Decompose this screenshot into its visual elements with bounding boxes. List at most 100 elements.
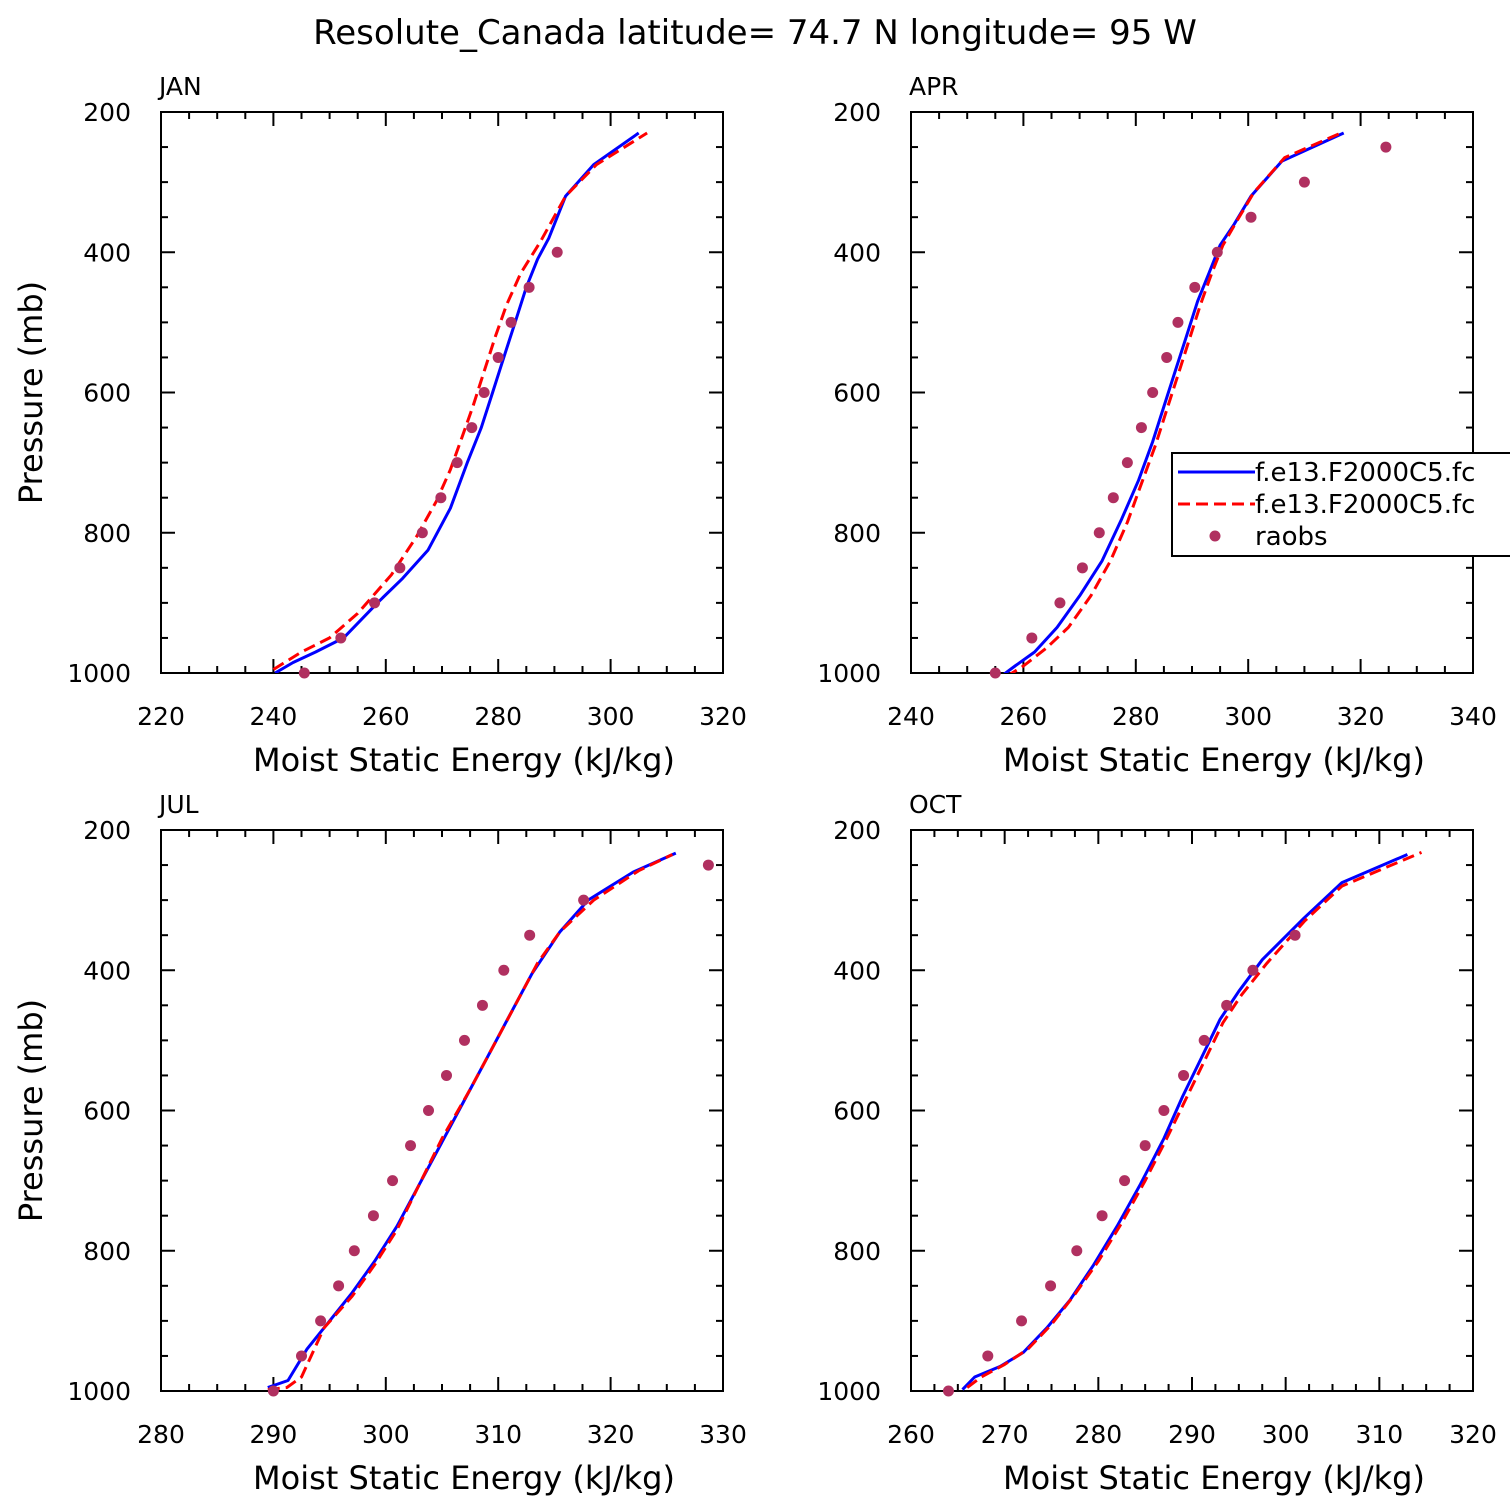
raobs-point [1054, 597, 1066, 609]
panels: JAN 220 240 260 280 300 320 200 400 600 800 1000 Moi… [12, 72, 1497, 1497]
raobs-point [1135, 422, 1147, 434]
raobs-point [1119, 1175, 1131, 1187]
raobs-point [335, 632, 347, 644]
panel-label: APR [909, 72, 959, 101]
x-tick-label: 270 [981, 1420, 1029, 1449]
x-tick-label: 320 [699, 702, 747, 731]
x-axis-label: Moist Static Energy (kJ/kg) [1003, 1459, 1425, 1497]
panel-label: JUL [157, 790, 199, 819]
legend-entry: f.e13.F2000C5.fc [1255, 490, 1475, 520]
raobs-point [298, 667, 310, 679]
raobs-point [1096, 1210, 1108, 1222]
raobs-point [369, 597, 381, 609]
raobs-point [367, 1210, 379, 1222]
raobs-point [505, 316, 517, 328]
raobs-point [1076, 562, 1088, 574]
raobs-point [523, 281, 535, 293]
raobs-point [387, 1175, 399, 1187]
raobs-point [1107, 492, 1119, 504]
y-tick-label: 800 [833, 1237, 881, 1266]
series-line-solid [1003, 131, 1345, 673]
raobs-point [1189, 281, 1201, 293]
raobs-point [478, 387, 490, 398]
x-tick-label: 280 [1112, 702, 1160, 731]
raobs-point [524, 929, 536, 941]
raobs-point [1178, 1069, 1190, 1081]
x-tick-label: 320 [1449, 1420, 1497, 1449]
y-tick-label: 600 [83, 379, 131, 408]
raobs-point [1198, 1034, 1210, 1046]
raobs-point [296, 1350, 307, 1362]
raobs-point [1071, 1245, 1083, 1257]
raobs-point [498, 964, 510, 976]
y-tick-label: 400 [83, 238, 131, 267]
raobs-point [333, 1280, 345, 1292]
x-tick-label: 290 [250, 1420, 298, 1449]
raobs-point [1121, 457, 1133, 469]
y-tick-label: 200 [833, 98, 881, 127]
x-tick-label: 300 [587, 702, 635, 731]
x-tick-label: 340 [1449, 702, 1497, 731]
y-tick-label: 200 [83, 98, 131, 127]
raobs-point [1298, 176, 1310, 188]
raobs-point [1161, 351, 1173, 363]
legend-marker-dot [1209, 530, 1221, 542]
y-tick-label: 600 [833, 379, 881, 408]
plot-frame [160, 829, 724, 1392]
x-tick-label: 310 [474, 1420, 522, 1449]
x-tick-label: 260 [887, 1420, 935, 1449]
x-tick-label: 290 [1168, 1420, 1216, 1449]
y-tick-label: 1000 [817, 659, 881, 688]
raobs-point [1380, 141, 1392, 153]
legend-entry: f.e13.F2000C5.fc [1255, 458, 1475, 488]
raobs-point [1289, 929, 1301, 941]
raobs-point [267, 1385, 279, 1397]
plot-frame [910, 829, 1474, 1392]
raobs-point [989, 667, 1001, 679]
x-tick-label: 240 [250, 702, 298, 731]
x-tick-label: 280 [137, 1420, 185, 1449]
raobs-point [394, 562, 406, 574]
raobs-point [942, 1385, 954, 1397]
raobs-point [476, 999, 488, 1011]
x-tick-label: 260 [1000, 702, 1048, 731]
panel-oct: OCT 260 270 280 290 300 310 320 200 400 600 800 1000… [817, 790, 1496, 1497]
raobs-point [1221, 999, 1233, 1011]
x-tick-label: 300 [1224, 702, 1272, 731]
legend-box [1171, 452, 1510, 557]
raobs-point [1245, 211, 1257, 223]
x-tick-label: 300 [1262, 1420, 1310, 1449]
y-tick-label: 800 [833, 519, 881, 548]
x-tick-label: 280 [474, 702, 522, 731]
raobs-point [1045, 1280, 1057, 1292]
x-axis-label: Moist Static Energy (kJ/kg) [253, 741, 675, 779]
raobs-point [458, 1034, 470, 1046]
panel-jul: JUL 280 290 300 310 320 330 200 400 600 800 1000 Moi… [12, 790, 747, 1497]
x-tick-label: 310 [1355, 1420, 1403, 1449]
series-group [272, 131, 648, 673]
raobs-point [702, 859, 714, 871]
raobs-point [315, 1315, 327, 1327]
y-tick-label: 1000 [67, 1377, 131, 1406]
raobs-point [1247, 964, 1259, 976]
figure-title: Resolute_Canada latitude= 74.7 N longitu… [313, 13, 1197, 53]
raobs-point [1158, 1105, 1170, 1116]
raobs-point [1016, 1315, 1028, 1327]
plot-frame [160, 111, 724, 674]
y-tick-label: 200 [83, 816, 131, 845]
x-tick-label: 320 [587, 1420, 635, 1449]
panel-jan: JAN 220 240 260 280 300 320 200 400 600 800 1000 Moi… [12, 72, 747, 779]
x-tick-label: 240 [887, 702, 935, 731]
raobs-point [492, 351, 504, 363]
series-line-dashed [966, 851, 1423, 1389]
y-tick-label: 600 [83, 1097, 131, 1126]
panel-label: JAN [157, 72, 202, 101]
x-tick-label: 320 [1337, 702, 1385, 731]
y-tick-label: 400 [833, 956, 881, 985]
x-axis-label: Moist Static Energy (kJ/kg) [253, 1459, 675, 1497]
y-tick-label: 800 [83, 519, 131, 548]
panel-label: OCT [909, 790, 962, 819]
y-tick-label: 1000 [67, 659, 131, 688]
raobs-point [440, 1069, 452, 1081]
